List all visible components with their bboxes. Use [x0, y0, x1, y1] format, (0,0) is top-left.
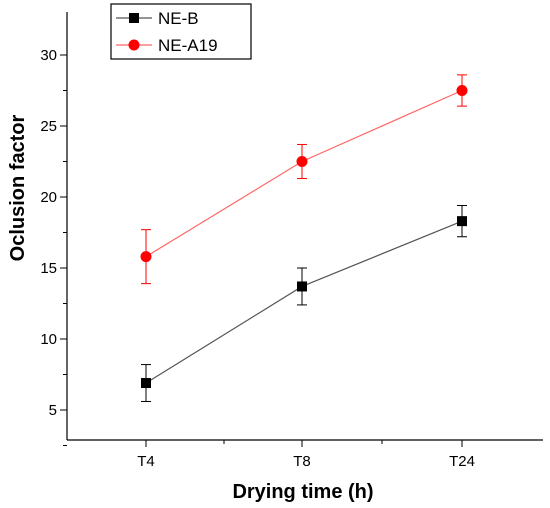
y-tick-label: 10 [40, 331, 57, 348]
series-ne-b [141, 205, 467, 402]
data-point [297, 281, 307, 292]
y-tick-label: 5 [49, 402, 57, 419]
y-tick-label: 15 [40, 260, 57, 277]
legend-label: NE-B [158, 9, 199, 28]
legend: NE-B NE-A19 [110, 3, 252, 60]
legend-label: NE-A19 [158, 36, 218, 55]
data-point [456, 85, 468, 96]
axes: 5 10 15 20 25 30 T4 T8 T24 [40, 12, 543, 470]
y-tick-label: 30 [40, 47, 57, 64]
y-axis-title: Oclusion factor [7, 114, 29, 261]
y-tick-label: 20 [40, 189, 57, 206]
data-point [141, 378, 151, 389]
data-point [296, 156, 308, 167]
x-tick-label: T4 [137, 453, 155, 470]
series-layer [140, 74, 468, 402]
series-ne-a19 [140, 74, 468, 285]
x-tick-label: T24 [449, 453, 475, 470]
x-axis-title: Drying time (h) [232, 481, 373, 503]
data-point [457, 216, 467, 227]
series-line [145, 89, 463, 258]
y-tick-label: 25 [40, 118, 57, 135]
data-point [140, 251, 152, 263]
x-tick-label: T8 [293, 453, 311, 470]
legend-marker [129, 13, 139, 23]
series-line [145, 220, 463, 384]
legend-marker [128, 39, 140, 51]
